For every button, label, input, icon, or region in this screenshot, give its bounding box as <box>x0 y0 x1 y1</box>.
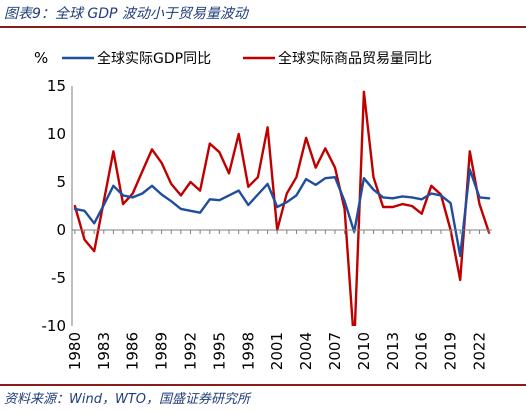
x-tick-label: 1995 <box>210 332 228 370</box>
y-tick-label: 15 <box>47 77 66 95</box>
legend-label-gdp: 全球实际GDP同比 <box>97 50 211 67</box>
series-line-gdp <box>73 168 491 258</box>
series-line-trade-volume <box>73 90 491 326</box>
x-tick-label: 2016 <box>413 332 431 370</box>
x-tick-label: 2022 <box>471 332 489 370</box>
x-tick-label: 2001 <box>268 332 286 370</box>
line-chart: % 全球实际GDP同比 全球实际商品贸易量同比 -10 -5 0 5 10 15 1980… <box>34 49 492 370</box>
legend-label-trade: 全球实际商品贸易量同比 <box>278 50 432 67</box>
legend: 全球实际GDP同比 全球实际商品贸易量同比 <box>62 50 432 67</box>
x-tick-label: 2010 <box>355 332 373 370</box>
y-tick-label: -5 <box>51 269 66 287</box>
y-axis-ticks: -10 -5 0 5 10 15 <box>42 77 67 335</box>
x-tick-label: 2013 <box>384 332 402 370</box>
y-tick-label: 5 <box>56 173 66 191</box>
plot-area <box>71 86 492 326</box>
y-tick-label: 10 <box>47 125 66 143</box>
top-divider <box>0 26 526 28</box>
x-tick-label: 2007 <box>326 332 344 370</box>
x-tick-label: 2019 <box>442 332 460 370</box>
y-tick-label: -10 <box>42 317 67 335</box>
x-axis-tick-marks <box>74 230 490 234</box>
x-tick-label: 1998 <box>239 332 257 370</box>
y-axis-unit-label: % <box>34 49 48 67</box>
x-tick-label: 1989 <box>153 332 171 370</box>
x-tick-label: 1980 <box>66 332 84 370</box>
x-tick-label: 2004 <box>297 332 315 370</box>
figure-caption: 图表9：全球 GDP 波动小于贸易量波动 <box>4 6 248 22</box>
x-tick-label: 1986 <box>124 332 142 370</box>
x-tick-label: 1992 <box>182 332 200 370</box>
source-note: 资料来源：Wind，WTO，国盛证券研究所 <box>4 392 250 407</box>
x-axis-ticks: 1980 1983 1986 1989 1992 1995 1998 2001 2004 2007… <box>66 332 489 370</box>
y-tick-label: 0 <box>56 221 66 239</box>
x-tick-label: 1983 <box>95 332 113 370</box>
bottom-divider <box>0 384 526 386</box>
